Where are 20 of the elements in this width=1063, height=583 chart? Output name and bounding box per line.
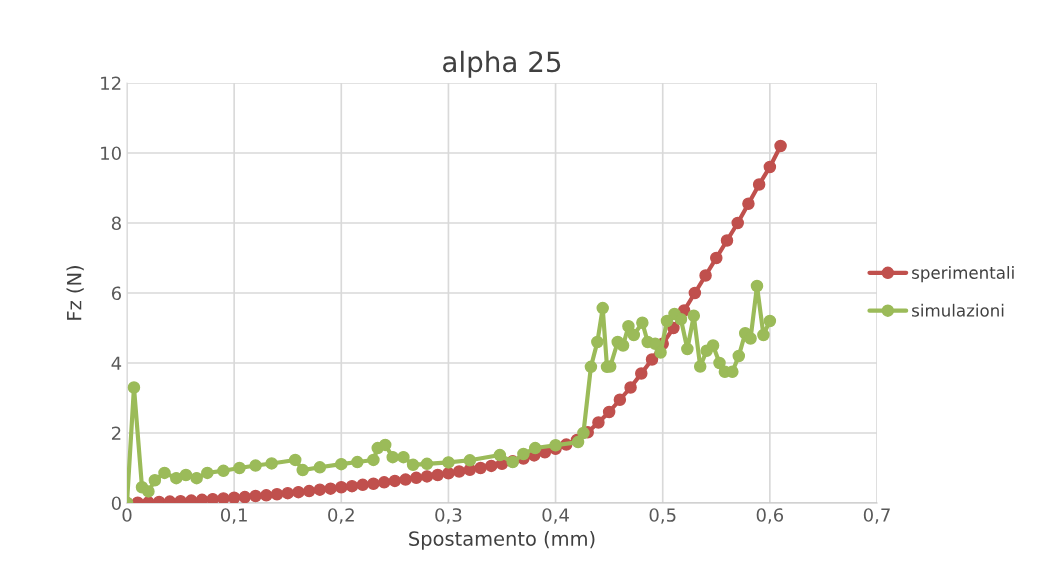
y-tick-label: 0	[111, 496, 121, 511]
x-tick-label: 0,6	[756, 508, 784, 524]
y-tick-label: 10	[101, 146, 121, 161]
x-tick-label: 0,3	[435, 508, 462, 524]
x-tick-label: 0,5	[649, 508, 676, 524]
y-axis-title: Fz (N)	[66, 266, 84, 320]
x-tick-label: 0,4	[542, 508, 569, 524]
y-tick-label: 2	[111, 426, 121, 440]
y-tick-label: 12	[101, 76, 121, 90]
x-axis-title: Spostamento (mm)	[409, 530, 595, 550]
x-tick-label: 0,2	[328, 508, 354, 524]
legend-label: sperimentali	[912, 266, 1014, 283]
chart-title: alpha 25	[443, 50, 561, 78]
x-tick-label: 0,1	[220, 508, 247, 524]
y-tick-label: 6	[111, 286, 121, 301]
x-tick-label: 0,7	[863, 508, 890, 524]
x-tick-label: 0	[122, 508, 132, 522]
y-tick-label: 4	[111, 356, 122, 370]
y-tick-label: 8	[111, 216, 121, 231]
legend-label: simulazioni	[912, 303, 1004, 317]
